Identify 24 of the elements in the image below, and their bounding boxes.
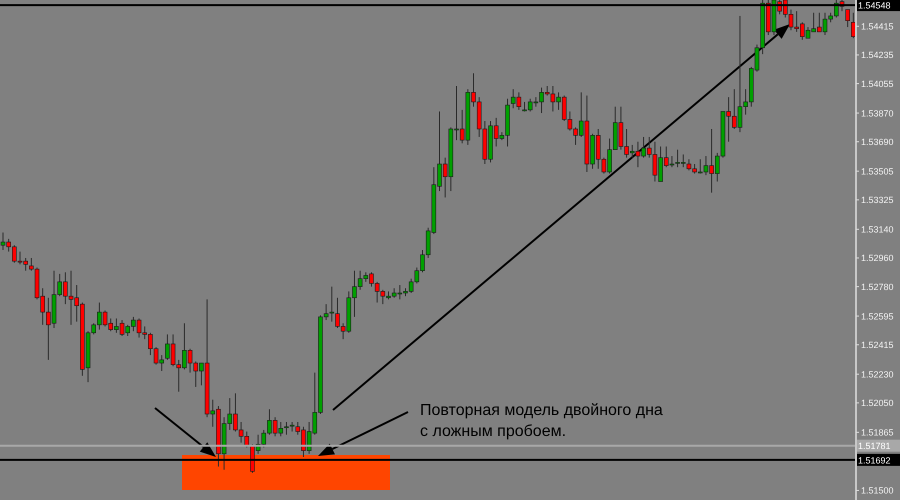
- y-tick-label: 1.52050: [861, 398, 894, 408]
- y-tick-label: 1.52780: [861, 282, 894, 292]
- y-tick-label: 1.53140: [861, 224, 894, 234]
- y-tick-label: 1.54235: [861, 50, 894, 60]
- ref-line-label: 1.54548: [858, 0, 891, 11]
- ref-line-label: 1.51692: [858, 455, 891, 466]
- y-tick-label: 1.52960: [861, 253, 894, 264]
- y-tick-label: 1.54055: [861, 78, 894, 89]
- y-tick-label: 1.53325: [861, 195, 894, 206]
- candlestick: [329, 286, 334, 322]
- y-tick-label: 1.52415: [861, 340, 894, 350]
- y-tick-label: 1.52595: [861, 311, 894, 322]
- ref-line-label: 1.51781: [858, 441, 891, 452]
- annotation: Повторная модель двойного дна с ложным пробоем.: [420, 401, 664, 442]
- y-tick-label: 1.52230: [861, 369, 894, 380]
- candlestick: [845, 9, 850, 28]
- y-tick-label: 1.53505: [861, 166, 894, 176]
- y-tick-label: 1.54415: [861, 21, 894, 32]
- y-tick-label: 1.53870: [861, 108, 894, 118]
- y-tick-label: 1.51500: [861, 486, 894, 496]
- y-tick-label: 1.53690: [861, 136, 894, 147]
- y-tick-label: 1.51865: [861, 428, 894, 438]
- candlestick: [284, 421, 289, 436]
- candlestick: [290, 421, 294, 432]
